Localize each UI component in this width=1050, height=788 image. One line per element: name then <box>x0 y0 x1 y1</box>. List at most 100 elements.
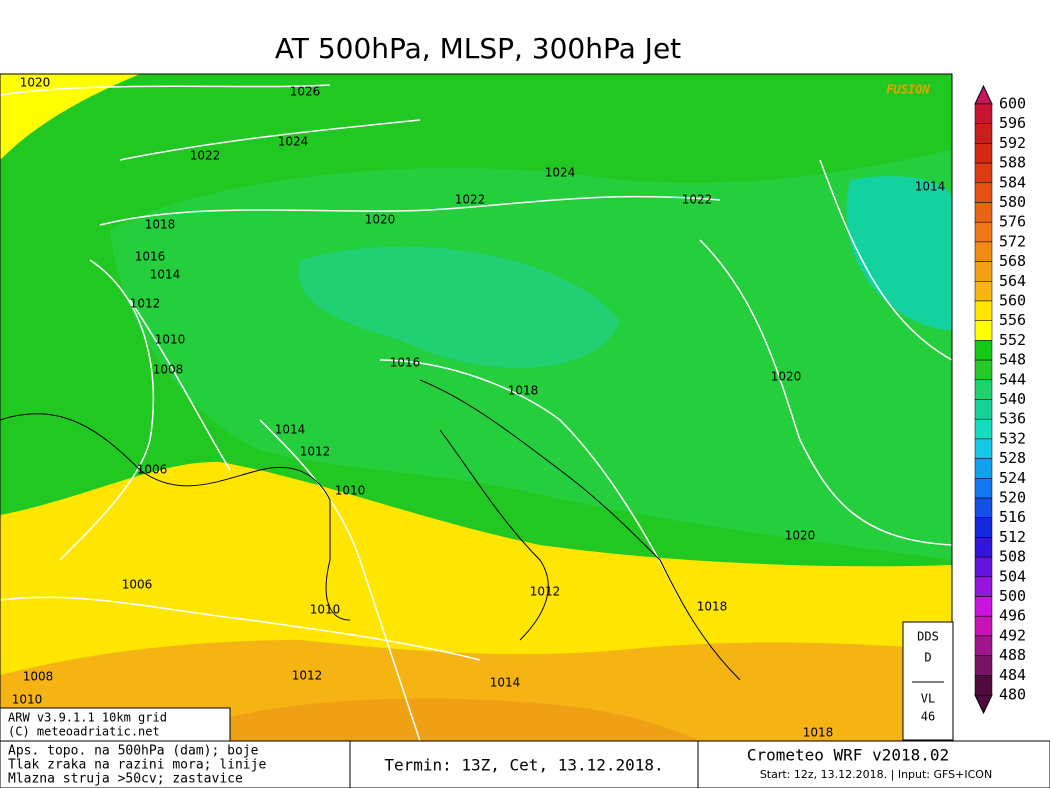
colorbar-label: 496 <box>999 607 1026 625</box>
isobar-label: 1024 <box>545 166 576 180</box>
colorbar-segment <box>974 517 993 538</box>
isobar-label: 1016 <box>135 250 166 264</box>
colorbar-segment <box>974 615 993 637</box>
coastlines <box>0 379 741 681</box>
colorbar-label: 584 <box>999 173 1026 191</box>
coastline <box>419 379 741 681</box>
isobar <box>699 239 953 546</box>
isobar-label: 1022 <box>455 193 486 207</box>
colorbar-label: 504 <box>999 567 1026 585</box>
isobar-label: 1014 <box>275 423 306 437</box>
isobar <box>59 259 155 561</box>
isobar-label: 1014 <box>915 180 946 194</box>
colorbar-segment <box>974 261 993 282</box>
coastline <box>439 429 549 641</box>
isobar-label: 1006 <box>122 578 153 592</box>
footer: Aps. topo. na 500hPa (dam); boje Tlak zr… <box>0 740 1050 788</box>
map-teal-east <box>846 176 952 330</box>
isobar-label: 1014 <box>150 268 181 282</box>
colorbar-segment <box>974 675 993 696</box>
colorbar-segment <box>974 300 993 321</box>
colorbar-segment <box>974 182 993 203</box>
isobar-label: 1018 <box>508 384 539 398</box>
isobar <box>99 195 721 226</box>
model-box: ARW v3.9.1.1 10km grid (C) meteoadriatic… <box>0 707 231 742</box>
side-label: 46 <box>921 710 935 724</box>
colorbar-segment <box>974 497 993 518</box>
footer-start: Start: 12z, 13.12.2018. | Input: GFS+ICO… <box>760 768 992 781</box>
isobar <box>0 84 331 96</box>
colorbar-label: 488 <box>999 646 1026 664</box>
side-label: DDS <box>917 630 939 644</box>
isobar-label: 1008 <box>23 670 54 684</box>
isobar-label: 1010 <box>12 693 43 707</box>
colorbar-label: 592 <box>999 134 1026 152</box>
footer-termin: Termin: 13Z, Cet, 13.12.2018. <box>384 756 663 775</box>
isobar <box>259 419 421 742</box>
isobar-label: 1018 <box>697 600 728 614</box>
isobar-label: 1010 <box>155 333 186 347</box>
map-yellow-top <box>0 74 140 160</box>
footer-description: Mlazna struja >50cv; zastavice <box>8 772 243 787</box>
footer-description: Aps. topo. na 500hPa (dam); boje <box>8 744 259 759</box>
isobar-label: 1016 <box>390 356 421 370</box>
colorbar-label: 556 <box>999 311 1026 329</box>
watermark: FUSION <box>886 83 930 97</box>
isobar-label: 1014 <box>490 676 521 690</box>
colorbar-segment <box>974 399 993 420</box>
colorbar-segment <box>974 241 993 262</box>
colorbar-label: 508 <box>999 548 1026 566</box>
colorbar-label: 588 <box>999 154 1026 172</box>
side-box: DDS D VL 46 <box>902 621 954 741</box>
isobar-label: 1012 <box>300 445 331 459</box>
isobar <box>119 119 421 161</box>
colorbar-label: 600 <box>999 95 1026 113</box>
colorbar-segment <box>974 320 993 341</box>
colorbar-label: 596 <box>999 114 1026 132</box>
colorbar-arrow <box>974 84 993 105</box>
colorbar-label: 520 <box>999 489 1026 507</box>
colorbar: 6005965925885845805765725685645605565525… <box>974 84 1026 715</box>
isobar-label: 1012 <box>130 297 161 311</box>
colorbar-label: 524 <box>999 469 1026 487</box>
isobar <box>819 159 953 361</box>
colorbar-label: 564 <box>999 272 1026 290</box>
colorbar-label: 560 <box>999 292 1026 310</box>
isobars <box>0 84 953 742</box>
footer-description: Tlak zraka na razini mora; linije <box>8 758 266 773</box>
isobar-label: 1012 <box>530 585 561 599</box>
isobar-label: 1020 <box>20 76 51 90</box>
isobar-label: 1022 <box>682 193 713 207</box>
colorbar-segment <box>974 359 993 381</box>
colorbar-label: 568 <box>999 252 1026 270</box>
colorbar-label: 532 <box>999 429 1026 447</box>
colorbar-segment <box>974 202 993 223</box>
colorbar-label: 480 <box>999 686 1026 704</box>
map-teal <box>298 246 620 368</box>
colorbar-segment <box>974 458 993 479</box>
isobar-label: 1006 <box>137 463 168 477</box>
colorbar-label: 500 <box>999 587 1026 605</box>
colorbar-segment <box>974 143 993 164</box>
colorbar-label: 516 <box>999 508 1026 526</box>
isobar-label: 1022 <box>190 149 221 163</box>
isobar-label: 1020 <box>771 370 802 384</box>
colorbar-segment <box>974 281 993 302</box>
isobar-label: 1020 <box>785 529 816 543</box>
colorbar-segment <box>974 103 993 124</box>
colorbar-label: 528 <box>999 449 1026 467</box>
colorbar-segment <box>974 123 993 144</box>
isobar-label: 1008 <box>153 363 184 377</box>
colorbar-label: 548 <box>999 351 1026 369</box>
isobar-label: 1018 <box>803 726 834 740</box>
isobar <box>129 299 231 471</box>
colorbar-label: 536 <box>999 410 1026 428</box>
colorbar-segment <box>974 596 993 617</box>
colorbar-label: 540 <box>999 390 1026 408</box>
colorbar-segment <box>974 162 993 184</box>
colorbar-segment <box>974 576 993 597</box>
colorbar-segment <box>974 655 993 676</box>
isobar <box>0 596 481 661</box>
colorbar-label: 512 <box>999 528 1026 546</box>
